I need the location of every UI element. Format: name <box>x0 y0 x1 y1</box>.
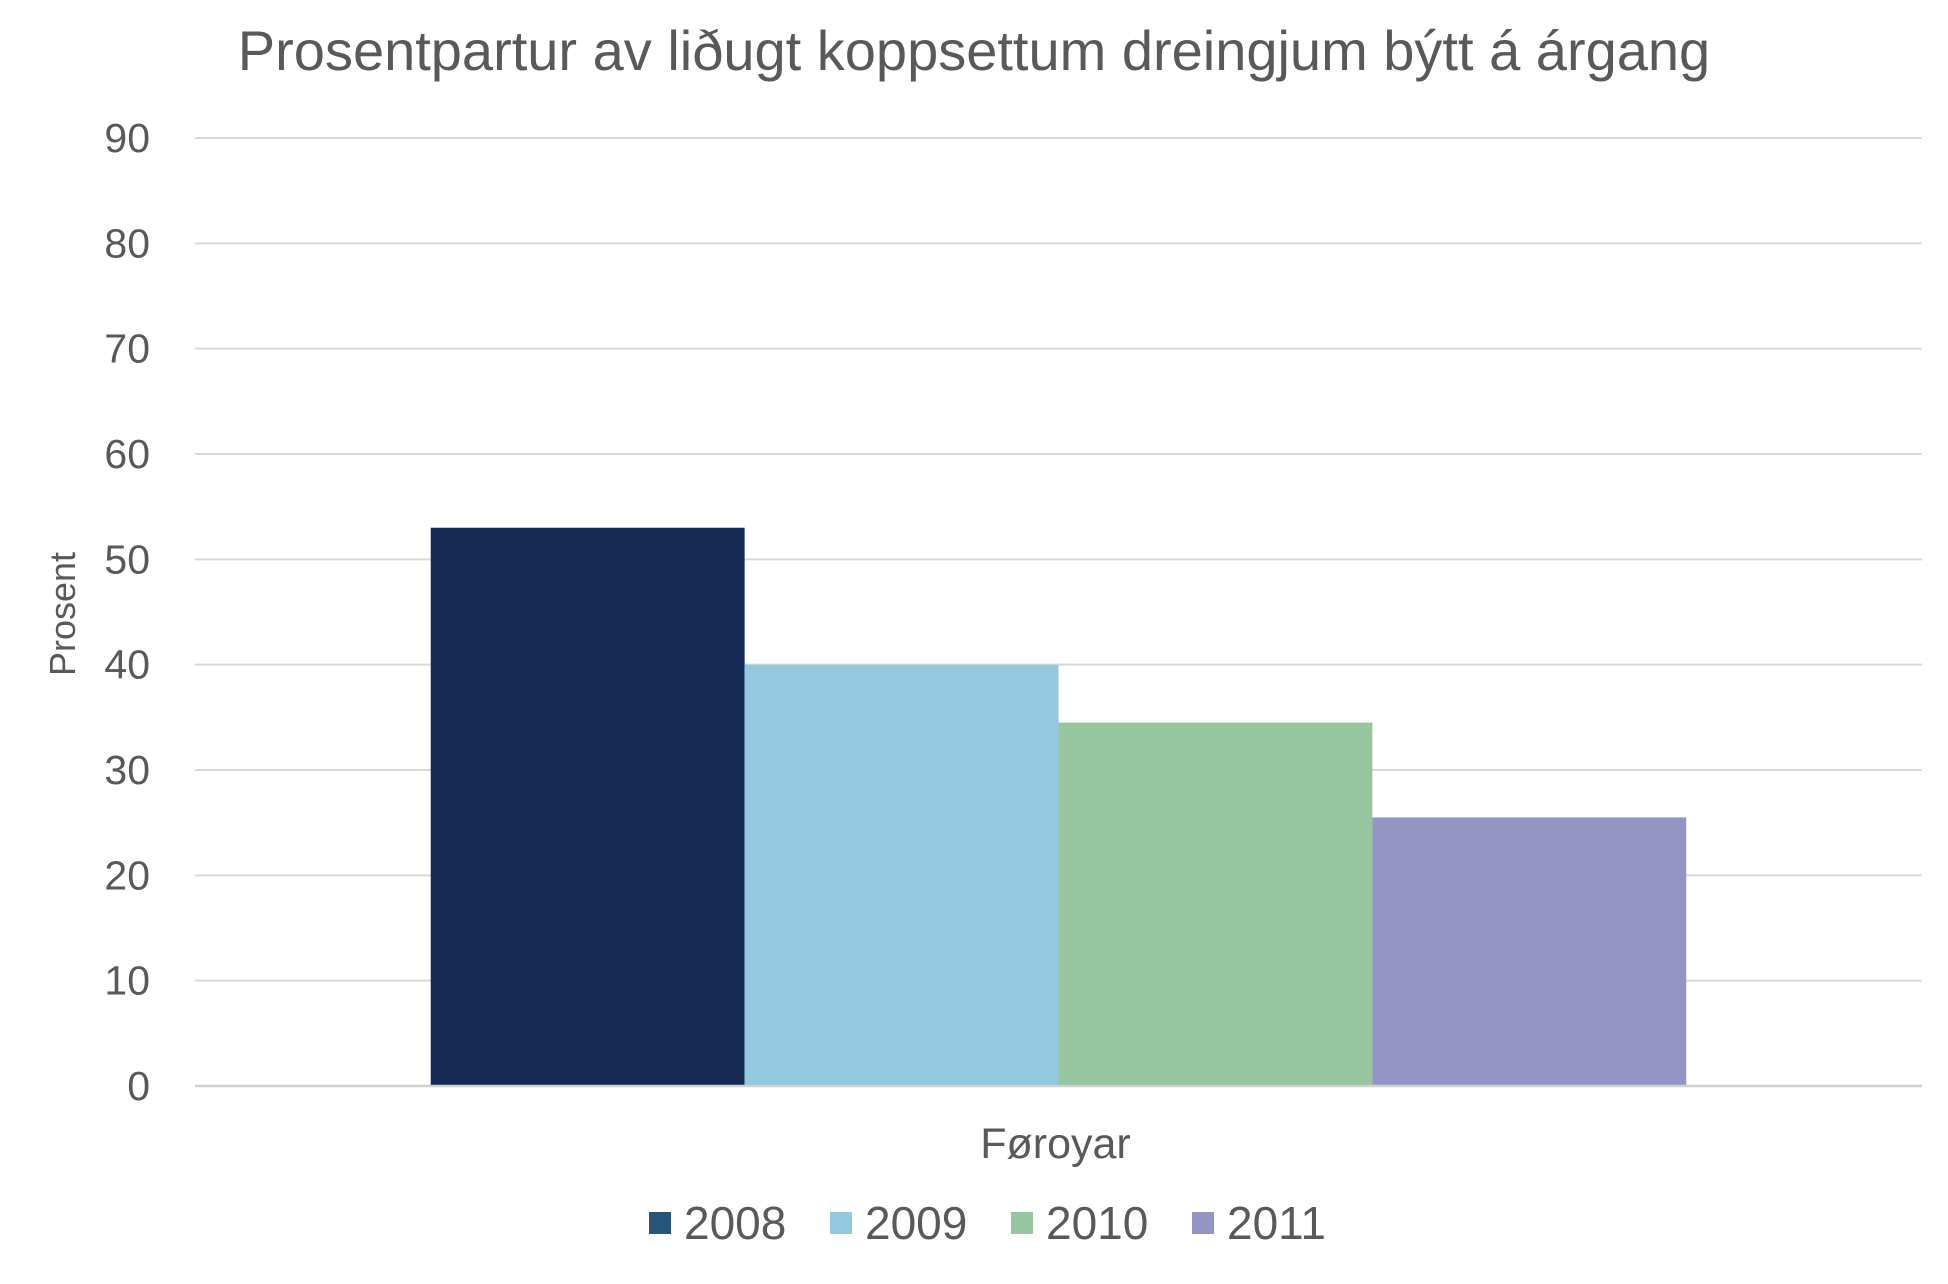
y-tick-label: 50 <box>104 536 150 582</box>
bar-2011 <box>1372 817 1687 1086</box>
bar-2009 <box>744 664 1059 1086</box>
legend-swatch-2008 <box>649 1212 671 1234</box>
legend-label-2010: 2010 <box>1046 1197 1148 1249</box>
x-axis-categories: Føroyar <box>980 1120 1131 1168</box>
legend-label-2008: 2008 <box>684 1197 786 1249</box>
legend: 2008 2009 2010 2011 <box>649 1197 1326 1249</box>
y-tick-label: 70 <box>104 326 150 372</box>
y-tick-label: 10 <box>104 958 150 1004</box>
y-axis-label: Prosent <box>42 552 83 676</box>
y-tick-label: 80 <box>104 220 150 266</box>
legend-swatch-2009 <box>830 1212 852 1234</box>
legend-label-2009: 2009 <box>865 1197 967 1249</box>
legend-swatch-2011 <box>1192 1212 1214 1234</box>
y-tick-label: 60 <box>104 431 150 477</box>
legend-swatch-2010 <box>1011 1212 1033 1234</box>
legend-label-2011: 2011 <box>1227 1197 1326 1249</box>
chart-title: Prosentpartur av liðugt koppsettum drein… <box>238 19 1710 82</box>
bars <box>430 527 1687 1086</box>
y-tick-label: 30 <box>104 747 150 793</box>
y-tick-label: 0 <box>127 1063 150 1109</box>
y-tick-label: 40 <box>104 642 150 688</box>
x-category-label: Føroyar <box>980 1120 1131 1168</box>
y-tick-label: 20 <box>104 852 150 898</box>
bar-2008 <box>430 527 745 1086</box>
y-tick-label: 90 <box>104 115 150 161</box>
y-axis-ticks: 0 10 20 30 40 50 60 70 80 90 <box>104 115 150 1109</box>
bar-2010 <box>1058 722 1373 1086</box>
